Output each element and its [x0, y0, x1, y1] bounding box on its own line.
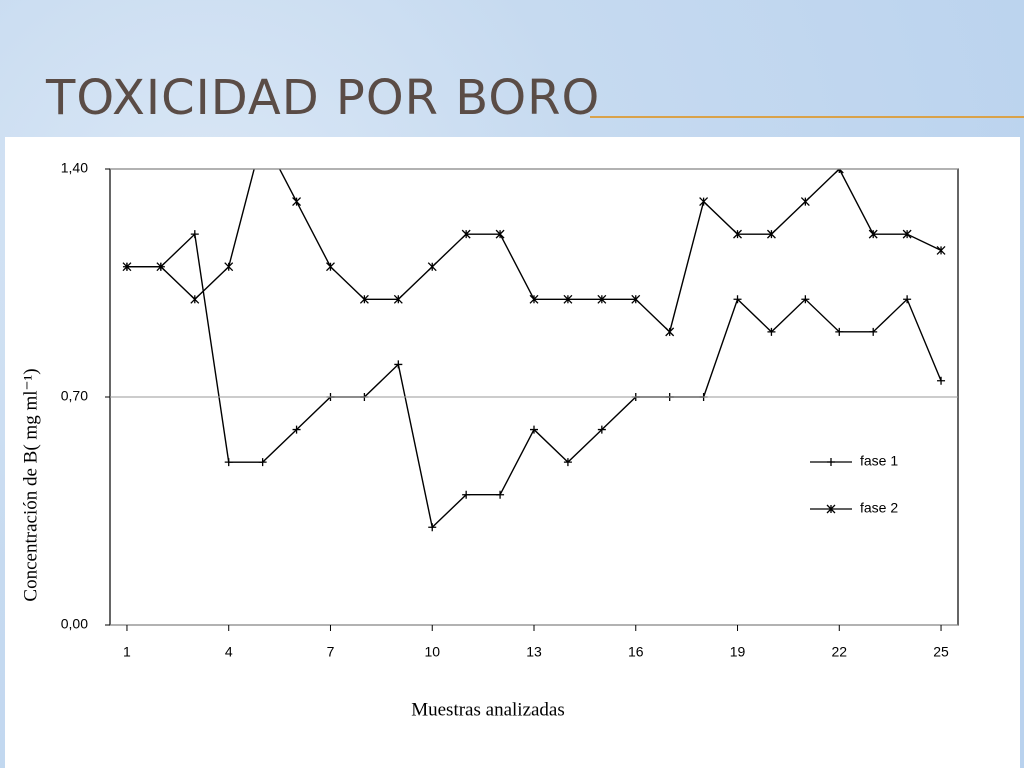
- marker: [495, 229, 505, 239]
- marker: [835, 327, 844, 336]
- x-axis-label: Muestras analizadas: [411, 699, 565, 720]
- marker: [428, 523, 437, 532]
- y-tick-label: 0,70: [61, 388, 88, 404]
- marker: [733, 295, 742, 304]
- marker: [529, 294, 539, 304]
- marker: [733, 229, 742, 239]
- marker: [461, 229, 471, 239]
- title-rule: [590, 116, 1024, 118]
- marker: [597, 294, 607, 304]
- marker: [902, 229, 912, 239]
- marker: [826, 504, 836, 514]
- marker: [122, 262, 132, 272]
- x-tick-label: 7: [327, 644, 335, 660]
- marker: [937, 376, 946, 385]
- y-tick-label: 1,40: [61, 160, 88, 176]
- marker: [801, 295, 810, 304]
- marker: [292, 425, 301, 434]
- marker: [563, 458, 572, 467]
- marker: [258, 458, 267, 467]
- x-tick-label: 13: [526, 644, 542, 660]
- marker: [462, 490, 471, 499]
- marker: [936, 245, 946, 255]
- marker: [156, 262, 166, 272]
- marker: [868, 229, 878, 239]
- legend-label: fase 1: [860, 453, 898, 469]
- x-tick-label: 25: [933, 644, 949, 660]
- marker: [224, 458, 233, 467]
- marker: [224, 262, 234, 272]
- x-tick-label: 19: [730, 644, 746, 660]
- marker: [834, 169, 844, 174]
- marker: [190, 230, 199, 239]
- x-tick-label: 4: [225, 644, 233, 660]
- x-tick-label: 22: [831, 644, 847, 660]
- marker: [563, 294, 573, 304]
- marker: [903, 295, 912, 304]
- marker: [597, 425, 606, 434]
- legend-label: fase 2: [860, 500, 898, 516]
- marker: [800, 197, 810, 207]
- series-line: [126, 232, 942, 529]
- marker: [767, 327, 776, 336]
- marker: [496, 490, 505, 499]
- marker: [427, 262, 437, 272]
- plot-area: [122, 132, 946, 532]
- marker: [699, 197, 709, 207]
- marker: [665, 327, 675, 337]
- marker: [326, 262, 335, 272]
- y-tick-label: 0,00: [61, 616, 88, 632]
- marker: [292, 197, 302, 207]
- marker: [259, 132, 267, 140]
- chart-panel: [5, 137, 1020, 768]
- x-tick-label: 1: [123, 644, 131, 660]
- slide-title: TOXICIDAD POR BORO: [46, 70, 601, 126]
- marker: [869, 327, 878, 336]
- marker: [359, 294, 369, 304]
- marker: [190, 294, 200, 304]
- marker: [530, 425, 538, 434]
- marker: [393, 294, 403, 304]
- x-tick-label: 10: [424, 644, 440, 660]
- x-tick-label: 16: [628, 644, 644, 660]
- marker: [766, 229, 776, 239]
- marker: [827, 458, 835, 466]
- marker: [631, 294, 641, 304]
- marker: [394, 360, 403, 369]
- y-axis-label: Concentración de B( mg ml⁻¹): [20, 368, 41, 601]
